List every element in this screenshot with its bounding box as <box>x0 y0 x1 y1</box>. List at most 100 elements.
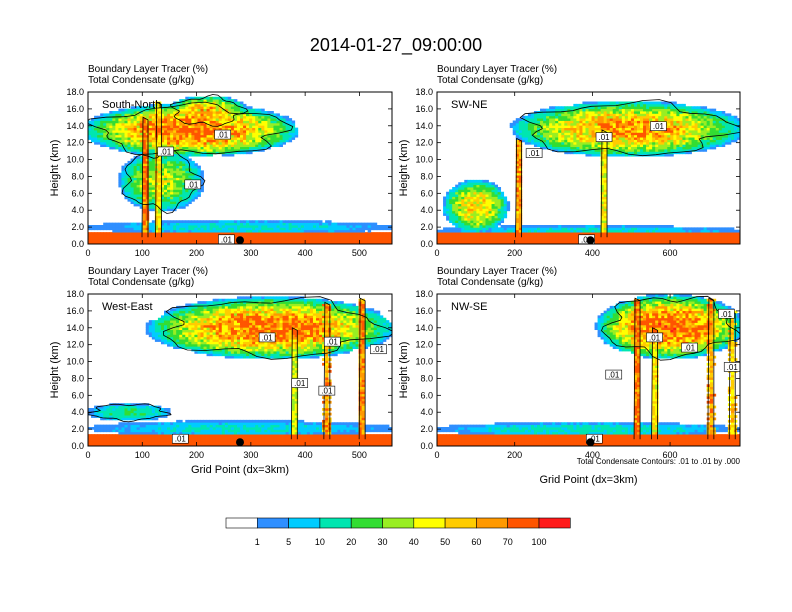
plume-contour <box>358 297 366 440</box>
x-tick-label: 400 <box>585 248 600 258</box>
y-tick-label: 18.0 <box>66 289 84 299</box>
colorbar-label: 30 <box>377 537 387 547</box>
panels: .01 .01 .01 .01 0.0 2.0 4.0 6.0 8.0 10.0 12.0 14.0 1… <box>49 64 741 486</box>
colorbar-swatch <box>476 517 508 529</box>
colorbar-swatch <box>319 517 352 529</box>
x-tick-label: 300 <box>243 248 258 258</box>
panel-label: SW-NE <box>451 99 487 111</box>
colorbar-label: 100 <box>531 537 546 547</box>
x-tick-label: 400 <box>298 248 313 258</box>
panel-label: South-North <box>102 99 161 111</box>
panel-subtitle: Total Condensate (g/kg) <box>88 75 194 86</box>
plume-contour <box>600 129 608 238</box>
x-tick-label: 100 <box>135 450 150 460</box>
colorbar-swatch <box>444 517 477 529</box>
contour-label: .01 <box>723 362 741 372</box>
x-tick-label: 200 <box>189 248 204 258</box>
y-tick-label: 6.0 <box>71 390 84 400</box>
plume-contour <box>155 101 162 238</box>
y-axis-title: Height (km) <box>398 342 410 399</box>
panel-subtitle: Total Condensate (g/kg) <box>437 75 543 86</box>
y-tick-label: 12.0 <box>415 138 433 148</box>
y-tick-label: 2.0 <box>71 222 84 232</box>
panel-subtitle: Boundary Layer Tracer (%) <box>437 266 557 277</box>
x-tick-label: 600 <box>663 248 678 258</box>
y-tick-label: 6.0 <box>420 390 433 400</box>
y-tick-label: 16.0 <box>415 104 433 114</box>
panel-bottom-left: .01 .01 .01 .01 .01 .01 0.0 2.0 4.0 6.0 8.0 10.0 12.… <box>49 266 393 476</box>
plot-frame <box>436 91 741 245</box>
plume-contour <box>651 327 658 440</box>
y-axis-title: Height (km) <box>398 140 410 197</box>
colorbar-swatch <box>538 517 571 529</box>
x-tick-label: 300 <box>243 450 258 460</box>
y-tick-label: 4.0 <box>420 407 433 417</box>
colorbar-swatch <box>382 517 415 529</box>
contour-label: .01 <box>318 385 336 396</box>
panel-subtitle: Boundary Layer Tracer (%) <box>88 64 208 75</box>
colorbar-swatch <box>350 517 383 529</box>
location-marker <box>236 438 244 447</box>
y-tick-label: 8.0 <box>71 171 84 181</box>
location-marker <box>586 236 595 245</box>
y-tick-label: 0.0 <box>71 239 84 249</box>
contour-label: .01 <box>605 369 623 380</box>
colorbar: 1 5 10 20 30 40 50 60 70 100 <box>225 517 571 547</box>
x-tick-label: 100 <box>135 248 150 258</box>
colorbar-label: 10 <box>315 537 325 547</box>
y-tick-label: 6.0 <box>420 188 433 198</box>
tracer-field <box>88 96 392 244</box>
y-tick-label: 18.0 <box>66 87 84 97</box>
contour-label: .01 <box>157 146 174 156</box>
y-tick-label: 10.0 <box>66 155 84 165</box>
contour-footnote: Total Condensate Contours: .01 to .01 by… <box>577 457 741 466</box>
x-tick-label: 0 <box>85 248 90 258</box>
contour-label: .01 <box>218 234 235 244</box>
contour-label: .01 <box>258 332 276 342</box>
plume-contour <box>141 116 149 238</box>
panel-subtitle: Boundary Layer Tracer (%) <box>88 266 208 277</box>
panel-subtitle: Total Condensate (g/kg) <box>88 277 194 288</box>
contour-label: .01 <box>184 179 202 189</box>
x-tick-label: 600 <box>663 450 678 460</box>
y-tick-label: 18.0 <box>415 87 433 97</box>
y-tick-label: 2.0 <box>420 424 433 434</box>
contour-label: .01 <box>323 336 341 347</box>
colorbar-label: 1 <box>255 537 260 547</box>
x-tick-label: 500 <box>352 248 367 258</box>
y-tick-label: 14.0 <box>415 121 433 131</box>
panel-label: West-East <box>102 301 153 313</box>
x-tick-label: 0 <box>434 248 439 258</box>
svg-text:.01: .01 <box>187 180 199 189</box>
colorbar-label: 5 <box>286 537 291 547</box>
y-tick-label: 14.0 <box>66 121 84 131</box>
x-tick-label: 200 <box>189 450 204 460</box>
condensate-contour <box>519 99 740 157</box>
contour-label: .01 <box>646 332 663 342</box>
y-tick-label: 0.0 <box>71 441 84 451</box>
x-axis-title: Grid Point (dx=3km) <box>191 464 289 476</box>
y-tick-label: 12.0 <box>66 138 84 148</box>
y-tick-label: 8.0 <box>420 171 433 181</box>
panel-label: NW-SE <box>451 301 487 313</box>
y-tick-label: 0.0 <box>420 441 433 451</box>
y-tick-label: 12.0 <box>415 340 433 350</box>
contour-label: .01 <box>171 433 189 444</box>
panel-top-right: .01.01.01.010.02.04.06.08.010.012.014.01… <box>398 64 741 258</box>
colorbar-label: 40 <box>409 537 419 547</box>
colorbar-label: 60 <box>471 537 481 547</box>
svg-text:.01: .01 <box>160 147 172 156</box>
colorbar-swatch <box>507 517 540 529</box>
colorbar-swatch <box>413 517 446 529</box>
y-tick-label: 6.0 <box>71 188 84 198</box>
y-tick-label: 16.0 <box>415 306 433 316</box>
y-tick-label: 16.0 <box>66 104 84 114</box>
figure-title: 2014-01-27_09:00:00 <box>310 35 482 56</box>
colorbar-label: 50 <box>440 537 450 547</box>
tracer-field <box>437 294 740 446</box>
contour-label: .01 <box>291 378 309 388</box>
x-tick-label: 500 <box>352 450 367 460</box>
contour-label: .01 <box>718 308 735 319</box>
panel-top-left: .01 .01 .01 .01 0.0 2.0 4.0 6.0 8.0 10.0 12.0 14.0 1… <box>49 64 393 258</box>
